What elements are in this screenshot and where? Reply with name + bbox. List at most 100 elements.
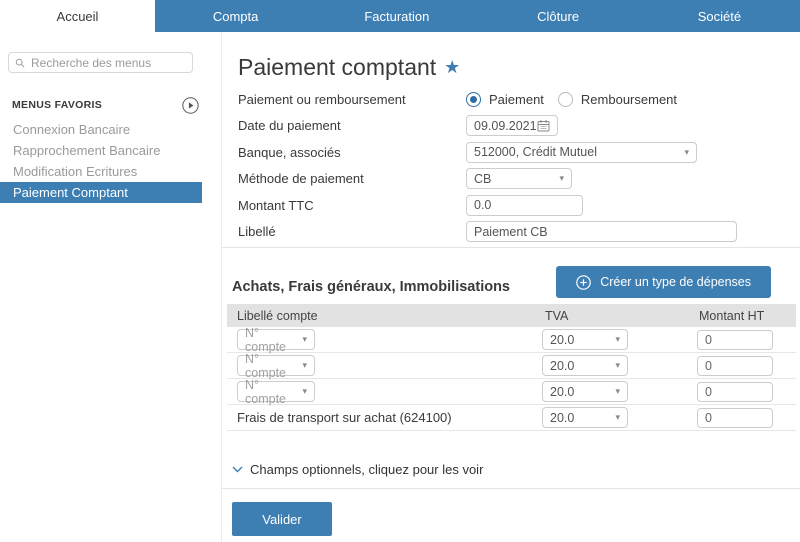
expenses-table: Libellé compte TVA Montant HT N° compte ▾… <box>227 304 796 431</box>
chevron-down-icon: ▾ <box>302 334 307 344</box>
divider <box>222 488 800 489</box>
sidebar-item-rapprochement-bancaire[interactable]: Rapprochement Bancaire <box>13 143 161 158</box>
table-body: N° compte ▾ 20.0 ▾ N° compte ▾ 20.0 ▾ N° compte ▾… <box>227 326 796 431</box>
page-title-text: Paiement comptant <box>238 54 437 80</box>
tva-select-value: 20.0 <box>550 384 575 399</box>
payment-type-label: Paiement ou remboursement <box>238 91 406 107</box>
radio-circle[interactable] <box>557 91 573 107</box>
amount-label: Montant TTC <box>238 197 314 213</box>
plus-circle-icon <box>576 274 592 290</box>
amount-ht-input[interactable] <box>697 355 773 376</box>
radio-circle[interactable] <box>466 91 481 107</box>
account-cell: N° compte ▾ <box>227 326 542 354</box>
chevron-down-icon: ▾ <box>684 146 689 157</box>
amount-ttc-input[interactable] <box>466 194 583 216</box>
optional-fields-toggle[interactable]: Champs optionnels, cliquez pour les voir <box>232 461 800 477</box>
chevron-down-icon: ▾ <box>615 360 620 370</box>
optional-fields-label: Champs optionnels, cliquez pour les voir <box>250 461 484 477</box>
nav-tab-cloture[interactable]: Clôture <box>537 8 580 24</box>
payment-method-select[interactable]: CB ▾ <box>466 168 572 190</box>
amount-cell <box>697 355 796 376</box>
bank-select-value: 512000, Crédit Mutuel <box>474 145 597 160</box>
payment-type-radio-group: Paiement Remboursement <box>466 91 678 107</box>
account-cell: N° compte ▾ <box>227 378 542 406</box>
tva-select-value: 20.0 <box>550 410 575 425</box>
sidebar-item-modification-ecritures[interactable]: Modification Ecritures <box>13 164 138 179</box>
create-expense-type-button[interactable]: Créer un type de dépenses <box>556 266 771 298</box>
radio-option-remboursement[interactable]: Remboursement <box>557 91 678 107</box>
amount-cell <box>697 407 796 428</box>
favorite-star-icon[interactable]: ★ <box>444 57 461 77</box>
date-input[interactable]: 09.09.2021 <box>466 115 558 137</box>
account-cell: N° compte ▾ <box>227 352 542 380</box>
radio-label: Paiement <box>489 91 544 107</box>
account-select[interactable]: N° compte ▾ <box>237 378 315 406</box>
date-label: Date du paiement <box>238 118 341 134</box>
account-select[interactable]: N° compte ▾ <box>237 326 315 354</box>
search-icon <box>15 58 25 67</box>
chevron-down-icon: ▾ <box>615 412 620 422</box>
tva-cell: 20.0 ▾ <box>542 381 697 402</box>
tva-cell: 20.0 ▾ <box>542 355 697 376</box>
nav-tab-societe[interactable]: Société <box>697 8 742 24</box>
nav-tab-facturation[interactable]: Facturation <box>364 8 430 24</box>
bank-select[interactable]: 512000, Crédit Mutuel ▾ <box>466 141 697 163</box>
calendar-icon[interactable] <box>537 119 550 132</box>
tva-select[interactable]: 20.0 ▾ <box>542 355 628 376</box>
sidebar-item-connexion-bancaire[interactable]: Connexion Bancaire <box>13 122 131 137</box>
tva-select[interactable]: 20.0 ▾ <box>542 381 628 402</box>
sidebar-menu: Connexion Bancaire Rapprochement Bancaire… <box>0 119 221 203</box>
libelle-input[interactable] <box>466 221 737 243</box>
method-select-value: CB <box>474 171 492 186</box>
table-row: Frais de transport sur achat (624100) 20.… <box>227 405 796 431</box>
date-value: 09.09.2021 <box>474 118 537 133</box>
table-header: Libellé compte TVA Montant HT <box>227 304 796 327</box>
tva-select[interactable]: 20.0 ▾ <box>542 407 628 428</box>
account-select-value: N° compte <box>245 377 286 406</box>
col-header-montant-ht: Montant HT <box>699 308 765 323</box>
account-select-value: N° compte <box>245 325 286 354</box>
nav-tab-accueil[interactable]: Accueil <box>0 0 155 32</box>
create-expense-type-label: Créer un type de dépenses <box>600 275 751 289</box>
table-row: N° compte ▾ 20.0 ▾ <box>227 352 796 380</box>
chevron-down-icon: ▾ <box>615 334 620 344</box>
chevron-down-icon: ▾ <box>615 386 620 396</box>
expand-favorites-icon[interactable] <box>182 96 199 114</box>
col-header-tva: TVA <box>545 308 569 323</box>
tva-select-value: 20.0 <box>550 332 575 347</box>
top-navigation: Accueil Compta Facturation Clôture Société <box>0 0 800 32</box>
search-box <box>8 52 193 73</box>
table-row: N° compte ▾ 20.0 ▾ <box>227 378 796 406</box>
memo-label: Libellé <box>238 224 276 240</box>
radio-option-paiement[interactable]: Paiement <box>466 91 544 107</box>
chevron-down-icon: ▾ <box>302 386 307 396</box>
table-row: N° compte ▾ 20.0 ▾ <box>227 326 796 354</box>
account-cell: Frais de transport sur achat (624100) <box>227 409 542 427</box>
amount-ht-input[interactable] <box>697 407 773 428</box>
chevron-down-icon: ▾ <box>559 173 564 184</box>
tva-cell: 20.0 ▾ <box>542 407 697 428</box>
sidebar-item-paiement-comptant[interactable]: Paiement Comptant <box>0 182 202 203</box>
section-head: Achats, Frais généraux, Immobilisations … <box>222 248 800 298</box>
chevron-down-icon: ▾ <box>302 360 307 370</box>
tva-cell: 20.0 ▾ <box>542 329 697 350</box>
nav-tab-compta[interactable]: Compta <box>212 8 259 24</box>
amount-cell <box>697 381 796 402</box>
amount-cell <box>697 329 796 350</box>
account-select[interactable]: N° compte ▾ <box>237 352 315 380</box>
method-label: Méthode de paiement <box>238 171 364 187</box>
payment-form: Paiement ou remboursement Paiement Rembou… <box>238 86 800 245</box>
valider-button[interactable]: Valider <box>232 502 332 536</box>
search-input[interactable] <box>31 55 186 70</box>
divider <box>222 247 800 248</box>
amount-ht-input[interactable] <box>697 381 773 402</box>
sidebar: MENUS FAVORIS Connexion Bancaire Rapproch… <box>0 32 222 542</box>
tva-select-value: 20.0 <box>550 358 575 373</box>
page-title: Paiement comptant ★ <box>238 52 800 82</box>
account-select-value: N° compte <box>245 351 286 380</box>
bank-label: Banque, associés <box>238 144 341 160</box>
main-content: Paiement comptant ★ Paiement ou rembourse… <box>222 32 800 542</box>
radio-label: Remboursement <box>580 91 678 107</box>
amount-ht-input[interactable] <box>697 329 773 350</box>
tva-select[interactable]: 20.0 ▾ <box>542 329 628 350</box>
